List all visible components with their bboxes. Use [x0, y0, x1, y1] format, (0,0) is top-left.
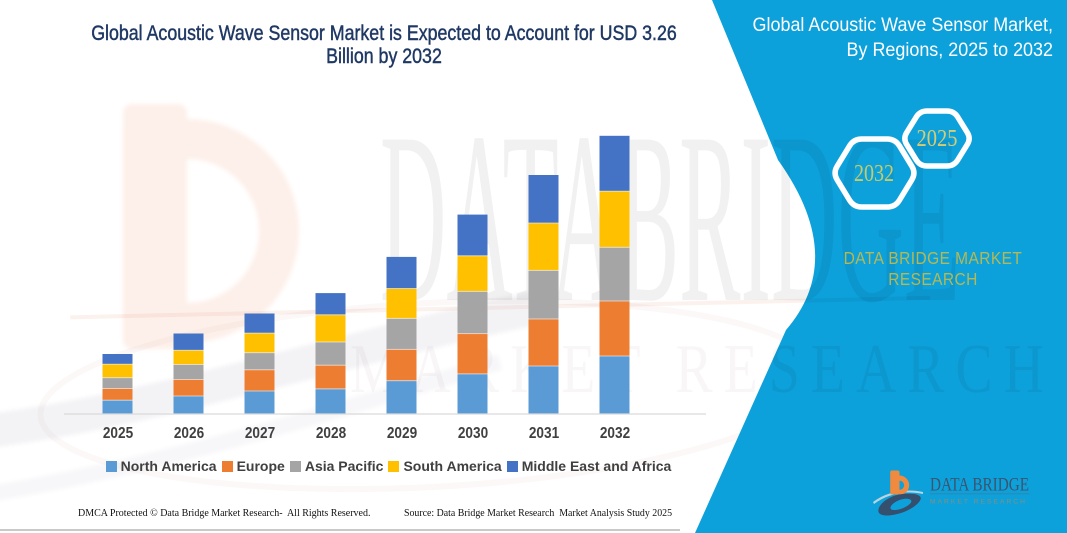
- svg-text:2025: 2025: [917, 126, 958, 152]
- svg-text:MARKET RESEARCH: MARKET RESEARCH: [930, 498, 1027, 505]
- svg-text:DATA BRIDGE: DATA BRIDGE: [930, 476, 1029, 496]
- svg-text:MARKET RESEARCH: MARKET RESEARCH: [350, 331, 1055, 408]
- svg-text:2032: 2032: [854, 161, 894, 187]
- svg-text:DATABRIDGE: DATABRIDGE: [380, 82, 960, 353]
